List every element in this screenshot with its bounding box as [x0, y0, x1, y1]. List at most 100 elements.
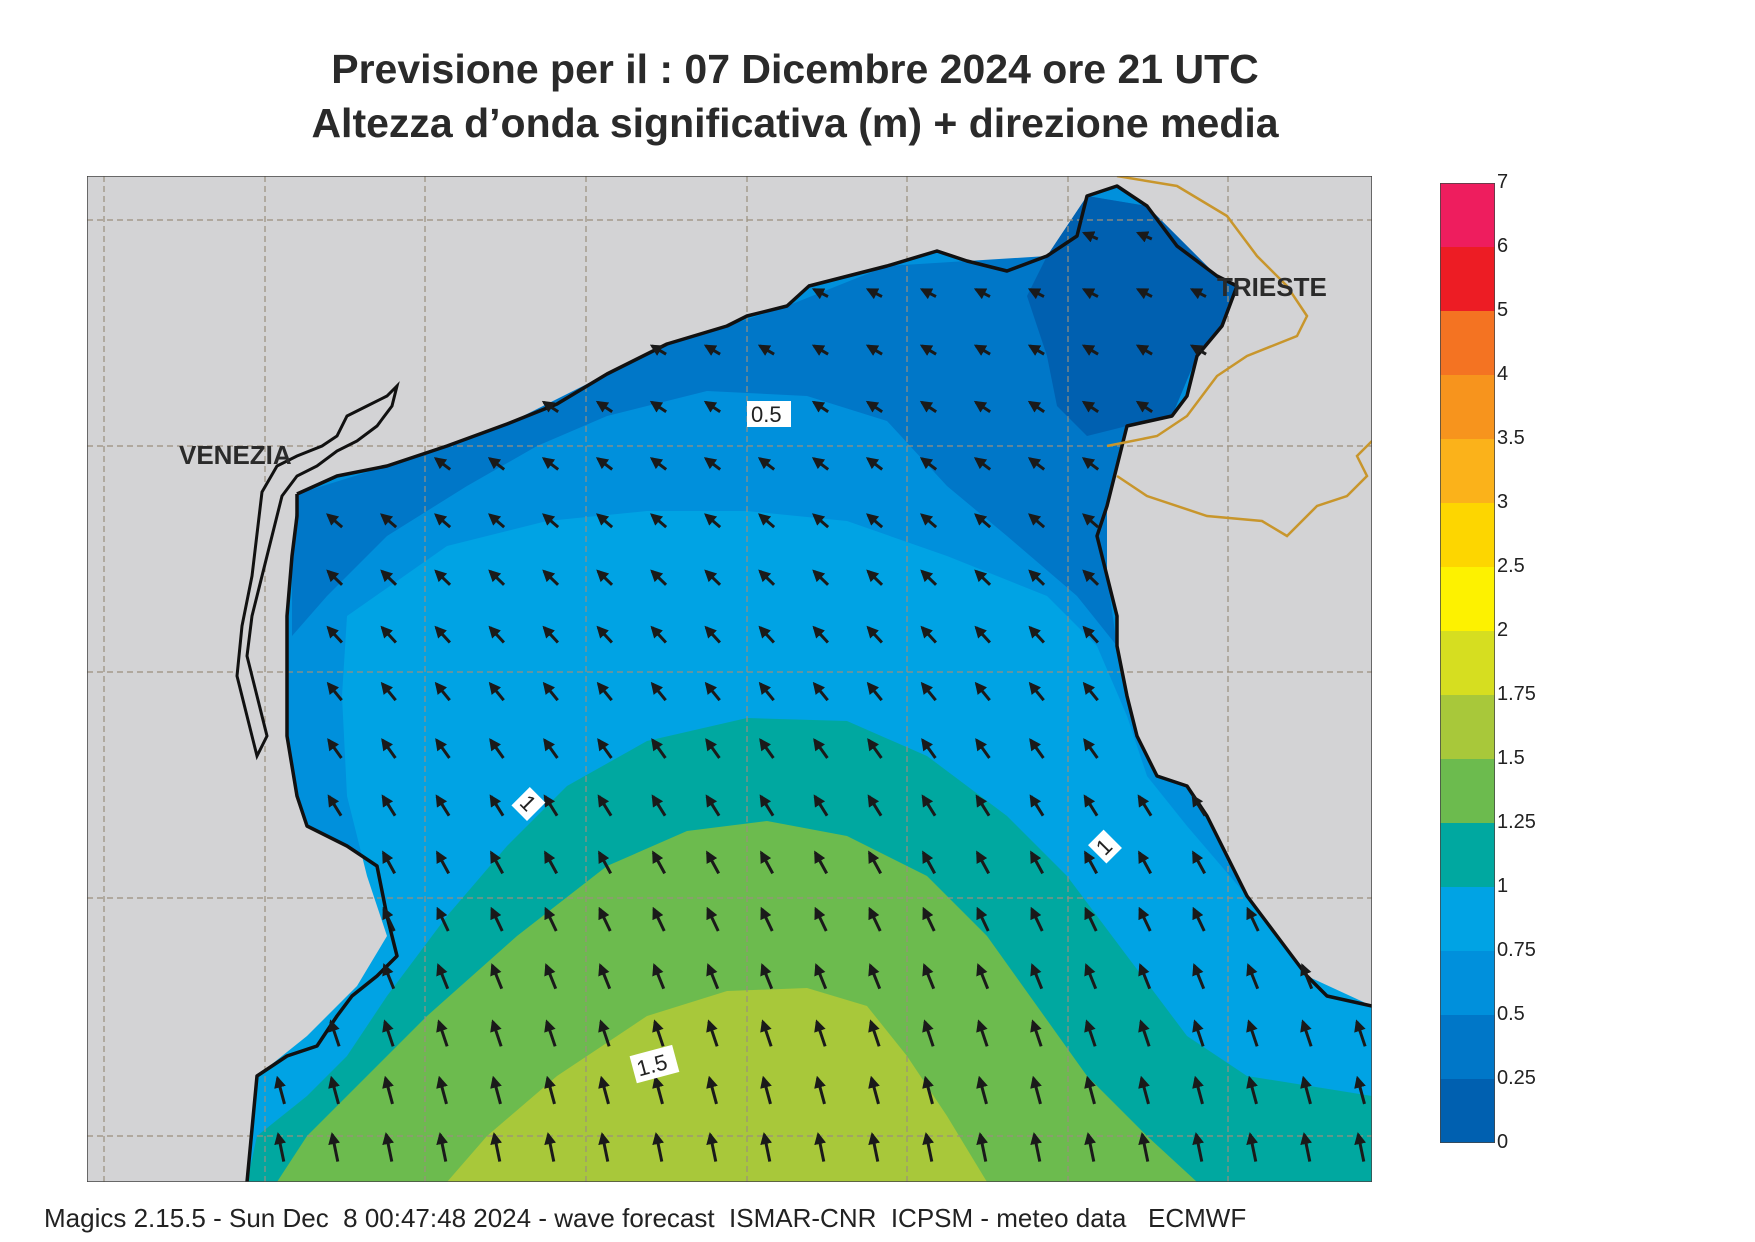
wave-direction-arrow: [652, 1019, 665, 1047]
wave-direction-arrow: [976, 1132, 989, 1162]
wave-direction-arrow: [706, 906, 720, 932]
wave-direction-arrow: [703, 344, 721, 356]
wave-direction-arrow: [760, 963, 774, 990]
wave-direction-arrow: [922, 963, 936, 990]
wave-direction-arrow: [705, 850, 721, 875]
wave-direction-arrow: [1081, 457, 1100, 471]
wave-direction-arrow: [327, 794, 343, 817]
wave-direction-arrow: [596, 681, 613, 702]
wave-direction-arrow: [811, 457, 830, 471]
wave-direction-arrow: [922, 1132, 935, 1162]
wave-direction-arrow: [703, 400, 721, 414]
wave-direction-arrow: [866, 513, 884, 529]
legend-tick-label: 1.25: [1497, 811, 1536, 833]
wave-height-map: VENEZIA TRIESTE 0.5 1 1 1.5: [87, 176, 1372, 1182]
legend-tick-label: 2: [1497, 619, 1509, 641]
legend-tick-label: 7: [1497, 171, 1509, 193]
wave-direction-arrow: [1354, 1075, 1366, 1105]
wave-direction-arrow: [1189, 344, 1207, 356]
wave-direction-arrow: [382, 1132, 395, 1162]
wave-direction-arrow: [1082, 625, 1100, 644]
wave-direction-arrow: [973, 344, 991, 356]
legend-tick-label: 3: [1497, 491, 1509, 513]
legend-swatch: [1440, 311, 1495, 376]
wave-direction-arrow: [1246, 1075, 1258, 1105]
legend-tick-label: 4: [1497, 363, 1509, 385]
wave-direction-arrow: [1084, 963, 1098, 990]
wave-direction-arrow: [975, 738, 991, 759]
wave-direction-arrow: [1137, 794, 1153, 817]
wave-direction-arrow: [651, 738, 667, 759]
wave-direction-arrow: [1081, 344, 1099, 356]
wave-direction-arrow: [487, 457, 506, 471]
wave-direction-arrow: [327, 738, 343, 759]
wave-direction-arrow: [436, 1075, 448, 1105]
legend-swatch: [1440, 503, 1495, 568]
wave-direction-arrow: [1081, 400, 1099, 414]
wave-direction-arrow: [1354, 1132, 1367, 1162]
legend-swatch: [1440, 759, 1495, 824]
wave-direction-arrow: [598, 1075, 610, 1105]
wave-direction-arrow: [865, 344, 883, 356]
wave-direction-arrow: [1192, 1075, 1204, 1105]
wave-direction-arrow: [490, 1132, 503, 1162]
wave-direction-arrow: [973, 288, 991, 300]
wave-direction-arrow: [1354, 1019, 1367, 1047]
wave-direction-arrow: [543, 794, 559, 817]
wave-direction-arrow: [326, 513, 344, 529]
wave-direction-arrow: [1028, 513, 1046, 529]
wave-direction-arrow: [758, 681, 775, 702]
wave-direction-arrow: [652, 1075, 664, 1105]
wave-direction-arrow: [1192, 1132, 1205, 1162]
wave-direction-arrow: [652, 1132, 665, 1162]
wave-direction-arrow: [1136, 231, 1153, 243]
wave-direction-arrow: [596, 625, 614, 644]
wave-direction-arrow: [1300, 1075, 1312, 1105]
wave-direction-arrow: [760, 1132, 773, 1162]
legend-tick-label: 6: [1497, 235, 1509, 257]
wave-direction-arrow: [1027, 344, 1045, 356]
wave-direction-arrow: [542, 625, 560, 644]
wave-direction-arrow: [812, 569, 830, 586]
wave-band-025: [1027, 196, 1237, 436]
wave-direction-arrow: [919, 288, 937, 300]
wave-direction-arrow: [975, 794, 991, 817]
wave-direction-arrow: [922, 1075, 934, 1105]
wave-direction-arrow: [919, 344, 937, 356]
wave-direction-arrow: [1027, 400, 1045, 414]
wave-direction-arrow: [598, 906, 612, 932]
wave-direction-arrow: [974, 513, 992, 529]
wave-direction-arrow: [976, 1075, 988, 1105]
wave-direction-arrow: [541, 457, 560, 471]
wave-direction-arrow: [651, 850, 667, 875]
wave-direction-arrow: [1192, 906, 1206, 932]
wave-direction-arrow: [758, 569, 776, 586]
wave-direction-arrow: [1137, 850, 1153, 875]
wave-direction-arrow: [1028, 681, 1045, 702]
wave-direction-arrow: [434, 569, 452, 586]
wave-direction-arrow: [598, 1132, 611, 1162]
wave-direction-arrow: [1300, 1019, 1313, 1047]
wave-direction-arrow: [652, 963, 666, 990]
wave-direction-arrow: [544, 1132, 557, 1162]
legend-tick-label: 1.5: [1497, 747, 1525, 769]
wave-direction-arrow: [381, 794, 397, 817]
wave-direction-arrow: [759, 794, 775, 817]
svg-text:0.5: 0.5: [751, 402, 782, 427]
legend-swatch: [1440, 1079, 1495, 1143]
wave-direction-arrow: [757, 457, 776, 471]
wave-direction-arrow: [1084, 1019, 1097, 1047]
wave-direction-arrow: [436, 1132, 449, 1162]
wave-direction-arrow: [975, 850, 991, 875]
wave-direction-arrow: [650, 681, 667, 702]
wave-direction-arrow: [433, 457, 452, 471]
wave-direction-arrow: [1082, 681, 1099, 702]
wave-direction-arrow: [1083, 850, 1099, 875]
legend-swatch: [1440, 695, 1495, 760]
wave-direction-arrow: [382, 963, 396, 990]
wave-direction-arrow: [490, 1075, 502, 1105]
legend-tick-label: 0.75: [1497, 939, 1536, 961]
wave-direction-arrow: [596, 569, 614, 586]
wave-direction-arrow: [326, 681, 343, 702]
wave-direction-arrow: [274, 1075, 286, 1105]
